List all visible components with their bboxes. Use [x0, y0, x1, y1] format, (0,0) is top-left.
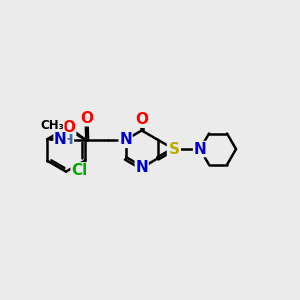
Text: O: O — [80, 111, 93, 126]
Text: CH₃: CH₃ — [40, 119, 64, 132]
Text: Cl: Cl — [71, 163, 87, 178]
Text: N: N — [119, 132, 132, 147]
Text: O: O — [63, 120, 76, 135]
Text: N: N — [54, 132, 67, 147]
Text: O: O — [135, 112, 148, 127]
Text: N: N — [167, 142, 180, 157]
Text: N: N — [135, 160, 148, 175]
Text: S: S — [168, 142, 179, 157]
Text: H: H — [62, 133, 74, 147]
Text: N: N — [194, 142, 206, 157]
